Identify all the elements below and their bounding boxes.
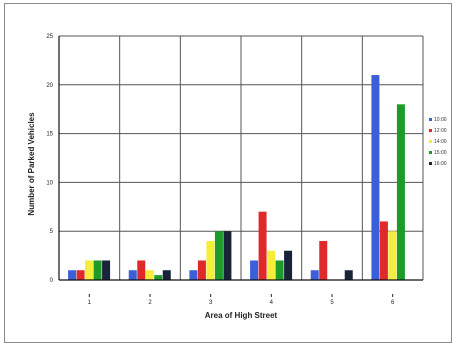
x-tick-label: 6: [391, 300, 395, 306]
y-tick-labels: 0 5 10 15 20 25: [46, 34, 53, 284]
y-tick-label: 25: [46, 34, 53, 40]
y-tick-label: 10: [46, 180, 53, 186]
bar-1400-area-1: [85, 260, 94, 280]
bar-1200-area-6: [379, 221, 388, 280]
bar-1600-area-5: [344, 270, 353, 280]
x-tick-label: 4: [270, 300, 274, 306]
x-tick-label: 3: [209, 300, 213, 306]
bar-1600-area-3: [223, 231, 232, 280]
bar-1200-area-3: [197, 260, 206, 280]
y-axis-title: Number of Parked Vehicles: [27, 112, 36, 216]
bar-1200-area-2: [137, 260, 146, 280]
bar-chart: 0 5 10 15 20 25 1 2 3 4 5 6 Number of Parked Vehic…: [27, 34, 447, 320]
legend-swatch: [429, 151, 432, 154]
legend: 10:00 12:00 14:00 15:00 16:00: [429, 117, 447, 167]
bar-1200-area-5: [319, 240, 328, 280]
y-tick-label: 0: [50, 278, 54, 284]
bar-1500-area-3: [214, 231, 223, 280]
bar-1500-area-2: [154, 275, 163, 280]
bar-1000-area-1: [68, 270, 77, 280]
legend-label: 12:00: [434, 128, 447, 134]
bar-1400-area-4: [267, 250, 276, 280]
bar-1000-area-5: [310, 270, 319, 280]
bars: [68, 75, 405, 280]
legend-swatch: [429, 140, 432, 143]
legend-swatch: [429, 118, 432, 121]
y-tick-label: 15: [46, 132, 53, 138]
x-tick-label: 5: [330, 300, 334, 306]
legend-label: 16:00: [434, 161, 447, 167]
bar-1600-area-4: [284, 250, 293, 280]
x-tick-label: 1: [88, 300, 92, 306]
x-tick-labels: 1 2 3 4 5 6: [88, 294, 395, 306]
bar-1000-area-3: [189, 270, 198, 280]
bar-1500-area-4: [275, 260, 284, 280]
bar-1400-area-2: [145, 270, 154, 280]
gridlines: [58, 35, 424, 281]
bar-1000-area-2: [128, 270, 137, 280]
bar-1500-area-1: [93, 260, 102, 280]
y-tick-label: 20: [46, 83, 53, 89]
bar-1200-area-1: [76, 270, 85, 280]
legend-label: 15:00: [434, 150, 447, 156]
legend-label: 10:00: [434, 117, 447, 123]
bar-1000-area-6: [371, 75, 380, 280]
bar-1400-area-6: [388, 231, 397, 280]
bar-1600-area-1: [102, 260, 111, 280]
legend-swatch: [429, 162, 432, 165]
chart-frame: 0 5 10 15 20 25 1 2 3 4 5 6 Number of Parked Vehic…: [4, 3, 452, 343]
bar-1600-area-2: [162, 270, 171, 280]
bar-1500-area-6: [396, 104, 405, 280]
bar-1200-area-4: [258, 211, 267, 280]
legend-swatch: [429, 129, 432, 132]
bar-1400-area-3: [206, 240, 215, 280]
x-tick-label: 2: [148, 300, 152, 306]
legend-label: 14:00: [434, 139, 447, 145]
y-tick-label: 5: [50, 229, 54, 235]
axes: [58, 36, 423, 281]
bar-1000-area-4: [250, 260, 259, 280]
x-axis-title: Area of High Street: [205, 311, 278, 320]
